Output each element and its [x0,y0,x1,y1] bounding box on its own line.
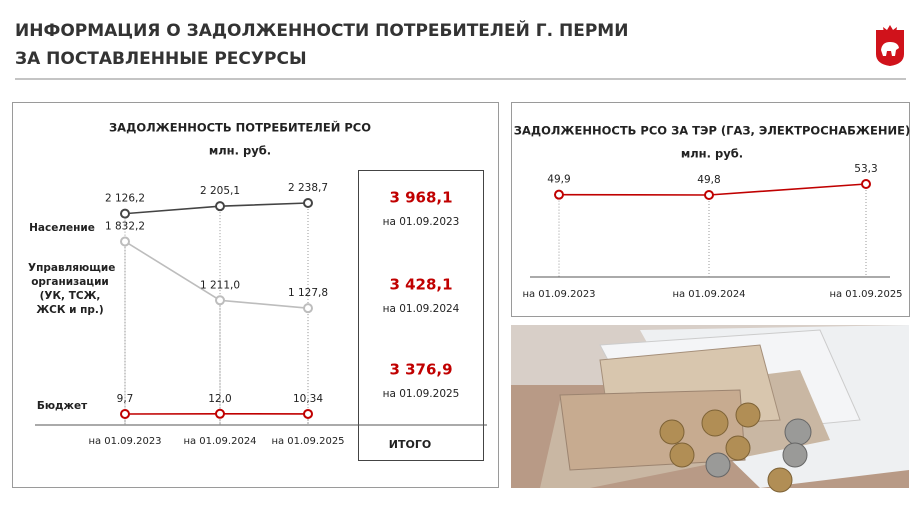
data-label: 12,0 [208,393,231,405]
data-label: 49,8 [697,174,720,186]
data-point [215,201,225,212]
total-value: 3 428,1 [389,276,452,294]
data-point [303,408,313,419]
x-tick-label: на 01.09.2023 [88,436,161,447]
total-date: на 01.09.2025 [383,388,460,400]
total-value: 3 968,1 [389,189,452,207]
data-point [215,408,225,419]
data-point [120,409,130,419]
total-value: 3 376,9 [389,361,452,379]
totals-label: ИТОГО [389,438,431,451]
data-point [303,198,313,208]
data-label: 10,34 [293,393,323,405]
totals-box [358,170,484,461]
data-label: 9,7 [117,393,134,405]
data-point [861,179,871,189]
data-point [554,189,564,200]
chart-subtitle: млн. руб. [209,144,271,158]
data-label: 1 211,0 [200,279,240,291]
x-tick-label: на 01.09.2023 [522,289,595,300]
chart-title: ЗАДОЛЖЕННОСТЬ ПОТРЕБИТЕЛЕЙ РСО [109,120,371,135]
x-tick-label: на 01.09.2024 [183,436,256,447]
data-label: 2 205,1 [200,185,240,197]
coat-of-arms [876,25,904,66]
right-panel [511,102,910,317]
total-date: на 01.09.2024 [383,303,460,315]
data-point [120,208,130,219]
x-tick-label: на 01.09.2025 [829,289,902,300]
x-tick-label: на 01.09.2025 [271,436,344,447]
data-label: 2 126,2 [105,193,145,205]
data-point [303,303,313,314]
series-name: Население [29,222,95,234]
data-label: 2 238,7 [288,182,328,194]
total-date: на 01.09.2023 [383,216,460,228]
series-name: Бюджет [36,400,88,412]
header-title: ИНФОРМАЦИЯ О ЗАДОЛЖЕННОСТИ ПОТРЕБИТЕЛЕЙ … [15,19,628,41]
data-label: 53,3 [854,163,877,175]
data-label: 1 832,2 [105,220,145,232]
series-name: Управляющие организации (УК, ТСЖ, ЖСК и … [28,262,116,316]
chart-title: ЗАДОЛЖЕННОСТЬ РСО ЗА ТЭР (ГАЗ, ЭЛЕКТРОСН… [514,124,910,138]
data-point [120,236,130,247]
chart-subtitle: млн. руб. [681,147,743,161]
data-label: 1 127,8 [288,287,328,299]
data-point [704,190,714,200]
data-label: 49,9 [547,174,570,186]
x-tick-label: на 01.09.2024 [672,289,745,300]
header-title: ЗА ПОСТАВЛЕННЫЕ РЕСУРСЫ [15,49,307,69]
data-point [215,295,225,306]
left-panel [12,102,499,488]
photo [511,325,909,493]
